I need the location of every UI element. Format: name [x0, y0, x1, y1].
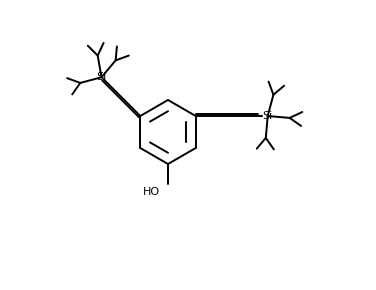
Text: Si: Si: [262, 111, 273, 121]
Text: Si: Si: [96, 72, 107, 82]
Text: HO: HO: [143, 187, 160, 197]
